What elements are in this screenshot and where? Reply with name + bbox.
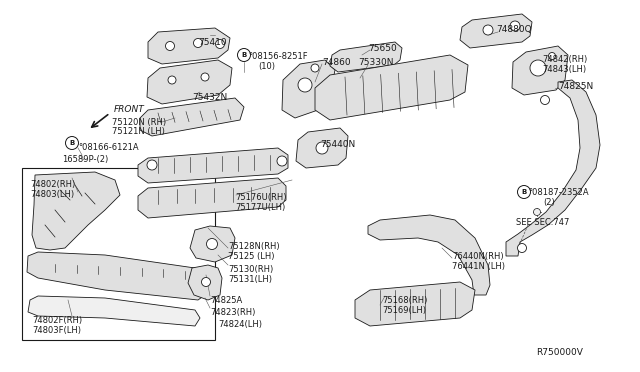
Text: R750000V: R750000V bbox=[536, 348, 583, 357]
Text: 74842(RH): 74842(RH) bbox=[542, 55, 588, 64]
Polygon shape bbox=[368, 215, 490, 295]
Text: 76441N (LH): 76441N (LH) bbox=[452, 262, 505, 271]
Polygon shape bbox=[282, 60, 335, 118]
Circle shape bbox=[237, 48, 250, 61]
Text: 74860: 74860 bbox=[322, 58, 351, 67]
Circle shape bbox=[316, 142, 328, 154]
Polygon shape bbox=[188, 265, 222, 300]
Text: 75440N: 75440N bbox=[320, 140, 355, 149]
Circle shape bbox=[193, 38, 202, 48]
Polygon shape bbox=[32, 172, 120, 250]
Circle shape bbox=[518, 244, 527, 253]
Polygon shape bbox=[355, 282, 475, 326]
Text: 75121N (LH): 75121N (LH) bbox=[112, 127, 165, 136]
Polygon shape bbox=[138, 148, 288, 183]
Text: 76440N(RH): 76440N(RH) bbox=[452, 252, 504, 261]
Text: 74843(LH): 74843(LH) bbox=[542, 65, 586, 74]
Polygon shape bbox=[296, 128, 348, 168]
Polygon shape bbox=[140, 98, 244, 136]
Polygon shape bbox=[28, 296, 200, 326]
Circle shape bbox=[311, 64, 319, 72]
Text: 75169(LH): 75169(LH) bbox=[382, 306, 426, 315]
Polygon shape bbox=[148, 28, 230, 64]
Text: 75125 (LH): 75125 (LH) bbox=[228, 252, 275, 261]
Circle shape bbox=[201, 73, 209, 81]
Text: B: B bbox=[522, 189, 527, 195]
Polygon shape bbox=[315, 55, 468, 120]
Text: 16589P-(2): 16589P-(2) bbox=[62, 155, 108, 164]
Circle shape bbox=[168, 76, 176, 84]
Polygon shape bbox=[138, 178, 286, 218]
Text: 75650: 75650 bbox=[368, 44, 397, 53]
Polygon shape bbox=[27, 252, 205, 300]
Polygon shape bbox=[506, 80, 600, 256]
Polygon shape bbox=[460, 14, 532, 48]
Circle shape bbox=[277, 156, 287, 166]
Text: 75168(RH): 75168(RH) bbox=[382, 296, 428, 305]
Text: SEE SEC.747: SEE SEC.747 bbox=[516, 218, 570, 227]
Text: (2): (2) bbox=[543, 198, 555, 207]
Polygon shape bbox=[512, 46, 568, 95]
Circle shape bbox=[65, 137, 79, 150]
Text: °08166-6121A: °08166-6121A bbox=[78, 143, 139, 152]
Circle shape bbox=[147, 160, 157, 170]
Polygon shape bbox=[147, 60, 232, 104]
Text: 75128N(RH): 75128N(RH) bbox=[228, 242, 280, 251]
Circle shape bbox=[510, 21, 520, 31]
Text: 74803F(LH): 74803F(LH) bbox=[32, 326, 81, 335]
Circle shape bbox=[518, 186, 531, 199]
Text: 74823(RH): 74823(RH) bbox=[210, 308, 255, 317]
Text: 75177U(LH): 75177U(LH) bbox=[235, 203, 285, 212]
Circle shape bbox=[166, 42, 175, 51]
Circle shape bbox=[202, 278, 211, 286]
Text: B: B bbox=[241, 52, 246, 58]
Text: 74824(LH): 74824(LH) bbox=[218, 320, 262, 329]
Circle shape bbox=[534, 208, 541, 215]
Text: 74802F(RH): 74802F(RH) bbox=[32, 316, 82, 325]
Polygon shape bbox=[22, 168, 215, 340]
Text: (10): (10) bbox=[258, 62, 275, 71]
Text: 74803(LH): 74803(LH) bbox=[30, 190, 74, 199]
Circle shape bbox=[298, 78, 312, 92]
Text: 75432N: 75432N bbox=[192, 93, 227, 102]
Circle shape bbox=[207, 238, 218, 250]
Text: °08156-8251F: °08156-8251F bbox=[248, 52, 308, 61]
Text: 74880Q: 74880Q bbox=[496, 25, 532, 34]
Polygon shape bbox=[330, 42, 402, 72]
Circle shape bbox=[216, 39, 225, 48]
Text: 74825N: 74825N bbox=[558, 82, 593, 91]
Text: 75131(LH): 75131(LH) bbox=[228, 275, 272, 284]
Text: 75410: 75410 bbox=[198, 38, 227, 47]
Text: B: B bbox=[69, 140, 75, 146]
Text: 75120N (RH): 75120N (RH) bbox=[112, 118, 166, 127]
Circle shape bbox=[530, 60, 546, 76]
Text: FRONT: FRONT bbox=[114, 106, 145, 115]
Text: 75330N: 75330N bbox=[358, 58, 394, 67]
Text: 75130(RH): 75130(RH) bbox=[228, 265, 273, 274]
Circle shape bbox=[483, 25, 493, 35]
Polygon shape bbox=[190, 226, 235, 262]
Text: °08187-2352A: °08187-2352A bbox=[528, 188, 589, 197]
Circle shape bbox=[541, 96, 550, 105]
Text: 74802(RH): 74802(RH) bbox=[30, 180, 76, 189]
Text: 75176U(RH): 75176U(RH) bbox=[235, 193, 287, 202]
Text: 74825A: 74825A bbox=[210, 296, 243, 305]
Circle shape bbox=[548, 52, 556, 60]
